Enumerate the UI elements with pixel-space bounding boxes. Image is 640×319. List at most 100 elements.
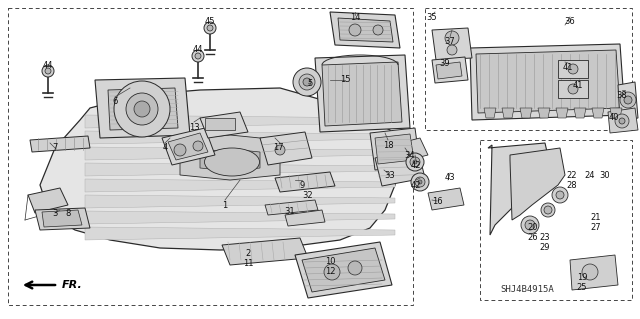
Text: 44: 44 — [193, 46, 204, 55]
Circle shape — [303, 78, 311, 86]
Circle shape — [348, 261, 362, 275]
Text: 34: 34 — [404, 151, 415, 160]
Polygon shape — [108, 88, 178, 130]
Circle shape — [415, 177, 425, 187]
Text: 35: 35 — [427, 13, 437, 23]
Text: 23: 23 — [540, 234, 550, 242]
Polygon shape — [502, 108, 514, 118]
Circle shape — [582, 264, 598, 280]
Text: 17: 17 — [273, 144, 284, 152]
Polygon shape — [295, 242, 392, 298]
Circle shape — [42, 65, 54, 77]
Text: FR.: FR. — [62, 280, 83, 290]
Polygon shape — [436, 62, 462, 79]
Polygon shape — [222, 238, 308, 265]
Polygon shape — [520, 108, 532, 118]
Polygon shape — [484, 108, 496, 118]
Circle shape — [126, 93, 158, 125]
Ellipse shape — [205, 148, 259, 176]
Polygon shape — [476, 50, 620, 113]
Text: 5: 5 — [307, 78, 312, 87]
Text: 6: 6 — [112, 98, 118, 107]
Circle shape — [114, 81, 170, 137]
Text: 42: 42 — [411, 160, 421, 169]
Text: 45: 45 — [205, 18, 215, 26]
Circle shape — [324, 264, 340, 280]
Text: 41: 41 — [563, 63, 573, 72]
Text: 31: 31 — [285, 207, 295, 217]
Polygon shape — [302, 248, 385, 292]
Text: 4: 4 — [163, 144, 168, 152]
Polygon shape — [95, 78, 190, 138]
Polygon shape — [85, 211, 395, 224]
Circle shape — [615, 114, 629, 128]
Text: 12: 12 — [324, 266, 335, 276]
Circle shape — [411, 173, 429, 191]
Polygon shape — [610, 108, 622, 118]
Text: 7: 7 — [52, 144, 58, 152]
Polygon shape — [42, 210, 82, 227]
Polygon shape — [432, 28, 472, 60]
Text: 44: 44 — [43, 61, 53, 70]
Circle shape — [552, 187, 568, 203]
Text: 19: 19 — [577, 273, 588, 283]
Polygon shape — [30, 136, 90, 152]
Circle shape — [410, 157, 420, 167]
Bar — [8, 8, 413, 305]
Bar — [558, 80, 588, 98]
Circle shape — [204, 22, 216, 34]
Circle shape — [624, 96, 632, 104]
Text: 41: 41 — [573, 80, 583, 90]
Text: 20: 20 — [528, 224, 538, 233]
Bar — [425, 8, 632, 130]
Text: 8: 8 — [65, 209, 70, 218]
Circle shape — [620, 92, 636, 108]
Polygon shape — [168, 133, 208, 160]
Polygon shape — [510, 148, 565, 220]
Text: 37: 37 — [445, 38, 456, 47]
Polygon shape — [488, 143, 550, 235]
Polygon shape — [428, 188, 464, 210]
Circle shape — [293, 68, 321, 96]
Circle shape — [193, 141, 203, 151]
Circle shape — [544, 206, 552, 214]
Polygon shape — [375, 134, 414, 164]
Polygon shape — [570, 255, 618, 290]
Polygon shape — [85, 147, 395, 160]
Circle shape — [195, 53, 201, 59]
Text: 27: 27 — [591, 224, 602, 233]
Text: 43: 43 — [445, 174, 455, 182]
Polygon shape — [400, 138, 428, 160]
Polygon shape — [85, 115, 395, 128]
Text: 29: 29 — [540, 243, 550, 253]
Text: 13: 13 — [189, 122, 199, 131]
Circle shape — [445, 31, 459, 45]
Bar — [205, 118, 235, 130]
Polygon shape — [85, 227, 395, 240]
Polygon shape — [40, 88, 400, 250]
Circle shape — [134, 101, 150, 117]
Polygon shape — [556, 108, 568, 118]
Polygon shape — [265, 200, 318, 215]
Text: 25: 25 — [577, 284, 588, 293]
Bar — [558, 60, 588, 78]
Circle shape — [45, 68, 51, 74]
Text: 2: 2 — [245, 249, 251, 257]
Polygon shape — [162, 128, 215, 165]
Text: 26: 26 — [528, 234, 538, 242]
Text: 30: 30 — [600, 170, 611, 180]
Circle shape — [525, 220, 535, 230]
Polygon shape — [322, 62, 402, 126]
Polygon shape — [338, 18, 393, 42]
Polygon shape — [85, 179, 395, 192]
Circle shape — [299, 74, 315, 90]
Text: 24: 24 — [585, 170, 595, 180]
Text: 9: 9 — [300, 181, 305, 189]
Text: 38: 38 — [616, 91, 627, 100]
Polygon shape — [330, 12, 400, 48]
Text: 18: 18 — [383, 140, 394, 150]
Polygon shape — [200, 112, 248, 138]
Text: 10: 10 — [324, 257, 335, 266]
Polygon shape — [538, 108, 550, 118]
Text: 36: 36 — [564, 18, 575, 26]
